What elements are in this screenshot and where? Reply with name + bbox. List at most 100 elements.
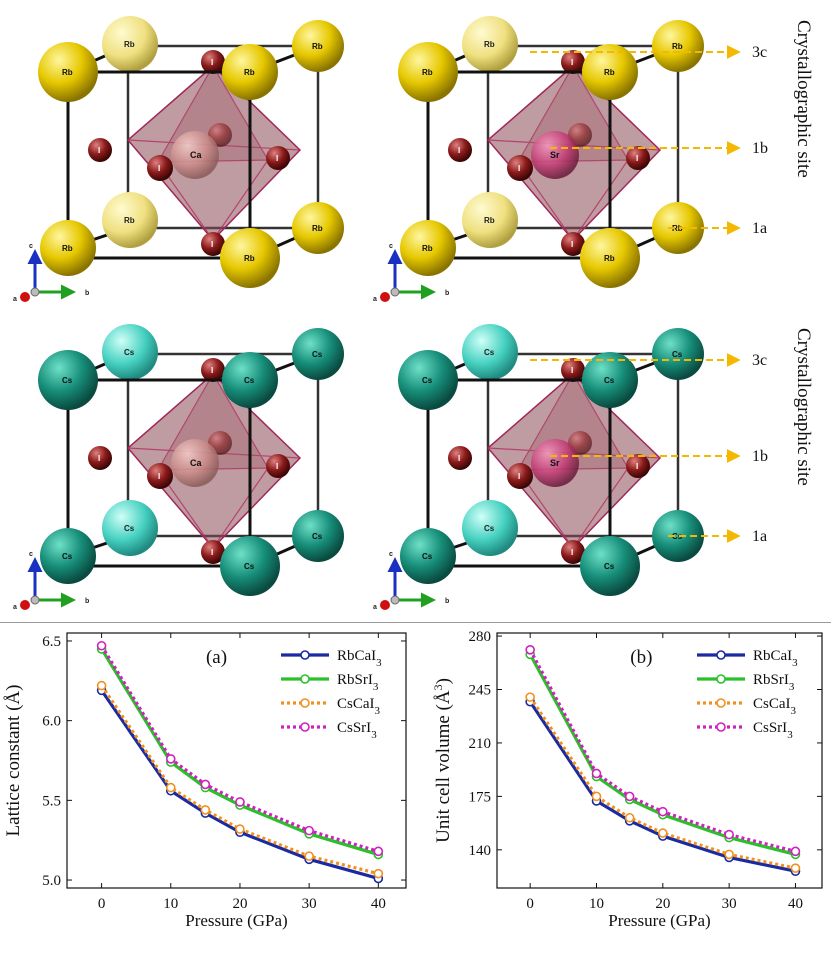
axis-b-label: b [445,290,449,297]
data-point [200,779,211,790]
panel-label: (b) [630,647,652,668]
iodine-atom [626,146,650,170]
b-site-label: Sr [550,458,560,468]
a-site-atom [220,228,280,288]
y-axis-label-sup: 3 [431,684,445,690]
plot-frame [496,632,823,889]
a-site-label: Rb [62,244,73,253]
iodine-atom [266,454,290,478]
series-cssri3 [96,640,384,857]
a-site-atom-back [462,16,518,72]
a-site-label: Rb [312,224,323,233]
x-tick-label: 0 [98,896,106,912]
y-axis-label-end: ) [433,678,454,684]
y-tick-label: 245 [469,682,492,698]
legend-marker [300,698,310,708]
legend-entry: CsSrI3 [281,720,377,741]
axis-a-label: a [13,604,17,611]
legend-entry: RbSrI3 [281,672,379,693]
data-point [165,782,176,793]
a-site-label: Cs [422,552,433,561]
legend-label-sub: 3 [376,657,382,669]
series-rbcai3 [96,685,384,884]
series-cscai3 [96,680,384,879]
legend-label: RbCaI3 [753,648,798,669]
legend-label: CsSrI3 [337,720,377,741]
iodine-label: I [571,240,573,249]
data-point [658,806,668,817]
legend-entry: RbCaI3 [281,648,382,669]
a-site-label: Cs [312,350,323,359]
iodine-label: I [211,58,213,67]
data-point [724,829,734,840]
a-site-label: Rb [62,68,73,77]
legend-label-sub: 3 [791,705,797,717]
data-point [96,680,107,691]
site-label-1b: 1b [752,448,768,465]
chart-b: 0 10 20 30 40 140 175 210 245 280 Pressure (GPa) Un… [431,629,823,930]
a-site-atom [222,352,278,408]
b-site-label: Sr [550,150,560,160]
iodine-label: I [458,454,460,463]
b-site-atom [531,131,579,179]
a-site-label: Rb [604,68,615,77]
a-site-atom [40,220,96,276]
iodine-atom [626,454,650,478]
iodine-label: I [158,472,160,481]
y-tick-label: 210 [469,736,492,752]
plot-frame [66,632,407,889]
iodine-atom [201,540,225,564]
x-tick-label: 40 [788,896,803,912]
data-point [525,644,535,655]
site-label-1b: 1b [752,140,768,157]
a-site-label: Rb [422,244,433,253]
legend-marker [716,650,726,660]
iodine-label: I [276,462,278,471]
legend-label-sub: 3 [371,729,377,741]
a-site-label: Rb [244,254,255,263]
crystal-panel-2: Sr I I I I I Rb Rb Rb Rb Rb Rb Rb Rb c b a 3c 1b 1a Crystall… [373,16,814,303]
axis-b-label: b [85,290,89,297]
a-site-atom-back [462,324,518,380]
a-site-atom [220,536,280,596]
axis-triad: c b a [373,243,449,303]
data-point [304,851,314,861]
axis-origin [30,595,40,605]
iodine-atom [448,446,472,470]
panel-divider [0,622,831,623]
iodine-atom [88,138,112,162]
b-site-atom [531,439,579,487]
legend-entry: CsCaI3 [697,696,797,717]
b-site-label: Ca [190,458,202,468]
legend-entry: CsSrI3 [697,720,793,741]
series-line [528,696,796,870]
data-point [591,791,602,802]
legend-marker [300,674,310,684]
a-site-label: Cs [604,376,615,385]
a-site-atom [292,510,344,562]
axis-a-dot [380,292,390,302]
a-site-label: Cs [484,524,495,533]
data-point [724,849,734,860]
legend-marker [716,674,726,684]
legend-label: RbSrI3 [753,672,795,693]
crystallographic-site-label: Crystallographic site [793,20,814,178]
data-point [790,846,801,857]
a-site-label: Rb [124,216,135,225]
data-point [790,863,801,873]
a-site-label: Rb [312,42,323,51]
axis-triad: c b a [13,243,89,303]
crystal-structures: Ca I I I I I Rb Rb Rb Rb Rb Rb Rb Rb c b a Sr I I I I I Rb Rb Rb R… [13,16,814,611]
iodine-label: I [571,548,573,557]
legend-label-sub: 3 [375,705,381,717]
a-site-label: Cs [124,348,135,357]
x-tick-label: 0 [526,896,534,912]
iodine-label: I [211,548,213,557]
a-site-atom-back [462,500,518,556]
a-site-atom [398,350,458,410]
y-tick-label: 280 [469,629,492,645]
iodine-atom [561,232,585,256]
iodine-atom [201,232,225,256]
a-site-atom [400,220,456,276]
crystal-panel-4: Sr I I I I I Cs Cs Cs Cs Cs Cs Cs Cs c b a 3c 1b 1a Crystall… [373,324,814,611]
